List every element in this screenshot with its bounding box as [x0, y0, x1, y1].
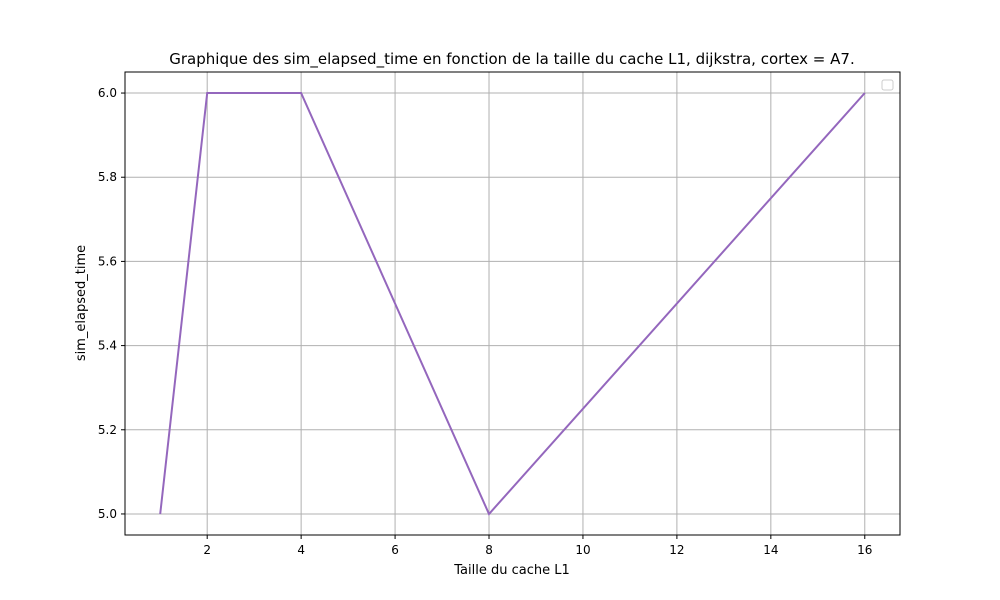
y-tick-label: 5.2	[98, 423, 117, 437]
ticks: 2 4 6 8 10 12 14 16 5.0 5.2 5.4 5.6 5.8 6.0	[98, 86, 873, 557]
x-tick-label: 8	[485, 543, 493, 557]
plot-frame	[124, 71, 901, 536]
grid	[125, 72, 900, 535]
chart-title: Graphique des sim_elapsed_time en foncti…	[169, 50, 854, 69]
y-tick-label: 6.0	[98, 86, 117, 100]
series-line	[159, 92, 866, 516]
y-tick-label: 5.8	[98, 170, 117, 184]
y-tick-label: 5.0	[98, 507, 117, 521]
y-tick-label: 5.4	[98, 339, 117, 353]
x-tick-label: 16	[857, 543, 872, 557]
x-tick-label: 2	[203, 543, 211, 557]
x-tick-label: 10	[575, 543, 590, 557]
x-tick-label: 12	[669, 543, 684, 557]
series-layer	[159, 92, 866, 516]
x-axis-label: Taille du cache L1	[453, 563, 570, 578]
legend-box	[881, 79, 894, 91]
x-tick-label: 14	[763, 543, 778, 557]
y-axis-label: sim_elapsed_time	[74, 245, 89, 361]
x-tick-label: 4	[297, 543, 305, 557]
y-tick-label: 5.6	[98, 254, 117, 268]
x-tick-label: 6	[391, 543, 399, 557]
